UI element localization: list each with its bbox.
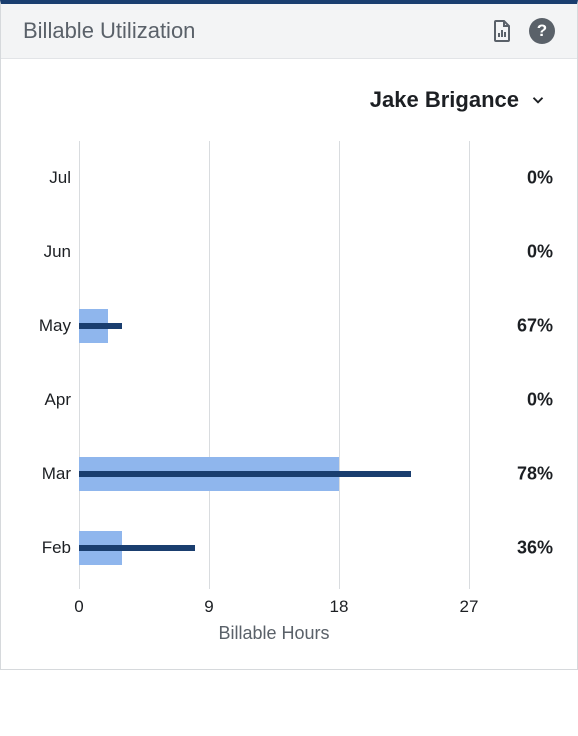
report-icon[interactable] (489, 18, 515, 44)
row-percent-label: 0% (475, 242, 553, 263)
row-month-label: May (25, 316, 71, 336)
x-axis-tick: 18 (330, 597, 349, 617)
chart-row: Jun0% (79, 215, 469, 289)
chart-x-axis: Billable Hours 091827 (79, 589, 469, 645)
row-month-label: Mar (25, 464, 71, 484)
chart-plot-area: Jul0%Jun0%May67%Apr0%Mar78%Feb36% (79, 141, 469, 589)
bar-target-line (79, 471, 411, 477)
row-month-label: Jun (25, 242, 71, 262)
chart-row: Jul0% (79, 141, 469, 215)
x-axis-tick: 9 (204, 597, 213, 617)
chart-row: Feb36% (79, 511, 469, 585)
chart-row: May67% (79, 289, 469, 363)
row-month-label: Jul (25, 168, 71, 188)
person-selector-label: Jake Brigance (370, 87, 519, 113)
card-header: Billable Utilization ? (1, 4, 577, 59)
row-percent-label: 0% (475, 390, 553, 411)
person-selector[interactable]: Jake Brigance (25, 87, 553, 113)
row-month-label: Apr (25, 390, 71, 410)
x-axis-title: Billable Hours (218, 623, 329, 644)
row-percent-label: 67% (475, 316, 553, 337)
gridline (469, 141, 470, 589)
row-month-label: Feb (25, 538, 71, 558)
bar-target-line (79, 323, 122, 329)
bar-target-line (79, 545, 195, 551)
x-axis-tick: 27 (460, 597, 479, 617)
utilization-chart: Jul0%Jun0%May67%Apr0%Mar78%Feb36% Billab… (25, 141, 553, 645)
row-percent-label: 78% (475, 464, 553, 485)
header-actions: ? (489, 18, 555, 44)
card-title: Billable Utilization (23, 18, 195, 44)
chevron-down-icon (529, 91, 547, 109)
chart-row: Mar78% (79, 437, 469, 511)
row-percent-label: 0% (475, 168, 553, 189)
chart-row: Apr0% (79, 363, 469, 437)
card-body: Jake Brigance Jul0%Jun0%May67%Apr0%Mar78… (1, 59, 577, 669)
x-axis-tick: 0 (74, 597, 83, 617)
billable-utilization-card: Billable Utilization ? Jake Brigance (0, 0, 578, 670)
row-percent-label: 36% (475, 538, 553, 559)
help-icon[interactable]: ? (529, 18, 555, 44)
